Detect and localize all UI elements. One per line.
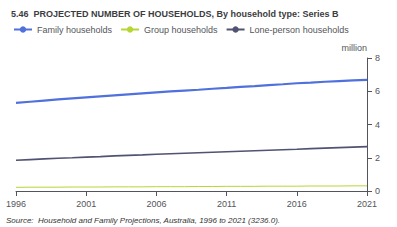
svg-text:6: 6 — [375, 86, 380, 96]
svg-text:2021: 2021 — [357, 199, 377, 209]
svg-text:1996: 1996 — [6, 199, 26, 209]
svg-text:8: 8 — [375, 53, 380, 63]
svg-text:2001: 2001 — [76, 199, 96, 209]
svg-text:million: million — [341, 43, 367, 53]
svg-text:Source: Household and Family: Source: Household and Family Projections… — [6, 216, 280, 225]
svg-text:2006: 2006 — [146, 199, 166, 209]
svg-text:2011: 2011 — [217, 199, 236, 209]
svg-text:2: 2 — [375, 153, 380, 163]
svg-text:Family households: Family households — [37, 25, 113, 35]
svg-text:5.46 PROJECTED NUMBER OF HOUS: 5.46 PROJECTED NUMBER OF HOUSEHOLDS, By … — [11, 9, 339, 19]
svg-text:0: 0 — [375, 186, 380, 196]
svg-text:Lone-person households: Lone-person households — [250, 25, 350, 35]
svg-text:2016: 2016 — [287, 199, 307, 209]
svg-text:Group households: Group households — [144, 25, 218, 35]
svg-text:4: 4 — [375, 120, 380, 130]
